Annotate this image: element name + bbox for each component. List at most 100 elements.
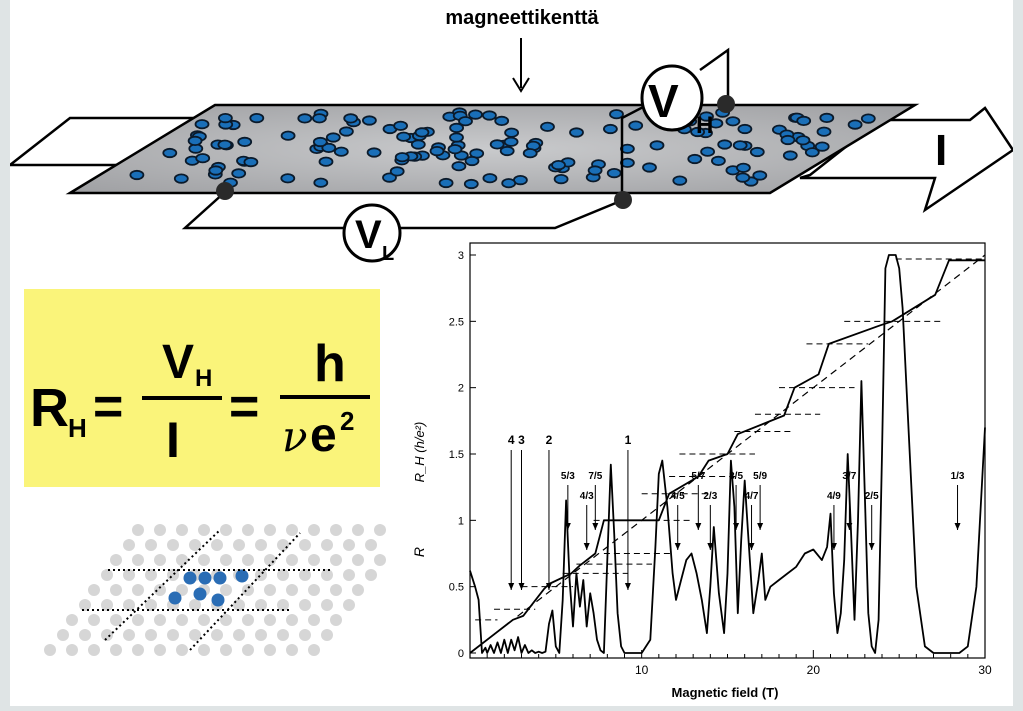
lattice-electron-dot: [211, 593, 225, 607]
quantum-hall-chart: 00.511.522.53 10 20 30 4 3 2 15/34/37/54/55/7…: [411, 242, 992, 700]
lattice-dot: [352, 584, 364, 596]
lattice-dot: [154, 524, 166, 536]
lattice-dot: [286, 554, 298, 566]
2deg-sheet: [65, 103, 920, 195]
lattice-dot: [132, 614, 144, 626]
carrier-dot: [735, 172, 751, 183]
filling-factor-arrowhead: [674, 543, 681, 550]
lattice-dot: [132, 584, 144, 596]
formula-r-sub: H: [68, 413, 87, 443]
carrier-dot: [429, 146, 445, 157]
carrier-dot: [690, 126, 705, 138]
lattice-dot: [255, 569, 267, 581]
carrier-dot: [280, 173, 296, 184]
lattice-dot: [211, 539, 223, 551]
carrier-dot: [752, 170, 768, 181]
lattice-dot: [132, 554, 144, 566]
formula-equals-1: =: [93, 378, 123, 436]
lattice-dot: [132, 524, 144, 536]
lattice-dot: [242, 614, 254, 626]
y-tick-label: 1.5: [449, 449, 464, 461]
lattice-electron-dot: [193, 587, 207, 601]
carrier-dot: [396, 131, 412, 142]
carrier-dot: [736, 162, 751, 173]
lattice-dot: [242, 584, 254, 596]
lattice-electron-dot: [235, 569, 249, 583]
lattice-dot: [176, 644, 188, 656]
carrier-dot: [468, 109, 483, 120]
lattice-dot: [308, 644, 320, 656]
carrier-dot: [603, 123, 618, 135]
filling-factor-arrowhead: [695, 523, 702, 530]
lattice-dot: [101, 569, 113, 581]
lattice-dot: [167, 539, 179, 551]
lattice-dots: [44, 524, 386, 656]
carrier-dot: [522, 148, 538, 159]
carrier-dot: [195, 153, 211, 164]
lattice-dot: [321, 599, 333, 611]
chart-series: [469, 254, 986, 654]
lattice-dot: [299, 539, 311, 551]
carrier-dot: [447, 144, 463, 155]
carrier-dot: [482, 173, 498, 184]
lattice-dot: [198, 554, 210, 566]
lattice-dot: [299, 569, 311, 581]
filling-factor-label: 4/3: [580, 491, 594, 502]
carrier-dot: [393, 120, 409, 131]
carrier-dot: [628, 120, 644, 131]
filling-factor-label: 3/5: [729, 471, 743, 482]
carrier-dot: [311, 113, 327, 124]
carrier-dot: [343, 113, 359, 124]
lattice-dot: [79, 629, 91, 641]
carrier-dot: [463, 178, 479, 190]
filling-factor-arrowhead: [748, 543, 755, 550]
filling-factor-label: 2/5: [865, 491, 879, 502]
carrier-dot: [687, 153, 703, 165]
plot-frame: [469, 242, 986, 659]
carrier-dot: [819, 112, 835, 124]
lattice-dot: [365, 539, 377, 551]
x-axis-ticks: 10 20 30: [486, 650, 992, 677]
y-tick-label: 1: [458, 515, 464, 527]
filling-factor-label: 7/5: [588, 471, 602, 482]
carrier-dot: [333, 146, 349, 157]
lattice-dot: [352, 554, 364, 566]
longitudinal-resistance-series: [469, 254, 986, 654]
lattice-dot: [286, 524, 298, 536]
lattice-dot: [44, 644, 56, 656]
lattice-dot: [242, 554, 254, 566]
current-label: I: [935, 126, 947, 175]
vl-wire: [181, 191, 352, 230]
magnetic-field-label: magneettikenttä: [445, 7, 599, 29]
lattice-dot: [352, 524, 364, 536]
lattice-dot: [277, 539, 289, 551]
carrier-dot: [732, 140, 748, 151]
carrier-dot: [173, 173, 189, 184]
carrier-dot: [366, 147, 382, 158]
lattice-electron-dot: [168, 591, 182, 605]
formula-e-exponent: 2: [340, 406, 354, 436]
lattice-dot: [255, 629, 267, 641]
lattice-dot: [220, 524, 232, 536]
lattice-dot: [374, 524, 386, 536]
carrier-dot: [795, 135, 811, 146]
filling-factor-label: 5/7: [691, 471, 705, 482]
carrier-dot: [699, 111, 714, 122]
lattice-dot: [176, 524, 188, 536]
formula-numerator-h: h: [314, 335, 346, 393]
carrier-dot: [312, 136, 328, 148]
lattice-dot: [264, 644, 276, 656]
filling-factor-arrowhead: [592, 523, 599, 530]
filling-factor-arrowhead: [757, 523, 764, 530]
lattice-dot: [198, 614, 210, 626]
carrier-dot: [338, 126, 354, 137]
carrier-dot: [860, 113, 876, 124]
lattice-dot: [189, 629, 201, 641]
carrier-dot: [162, 147, 178, 159]
fraction-bar-2: [280, 395, 370, 399]
filling-factor-arrowhead: [830, 543, 837, 550]
y-tick-label: 2.5: [449, 316, 464, 328]
lattice-dot: [233, 539, 245, 551]
carrier-dot: [451, 161, 467, 172]
carrier-dot: [804, 147, 820, 158]
